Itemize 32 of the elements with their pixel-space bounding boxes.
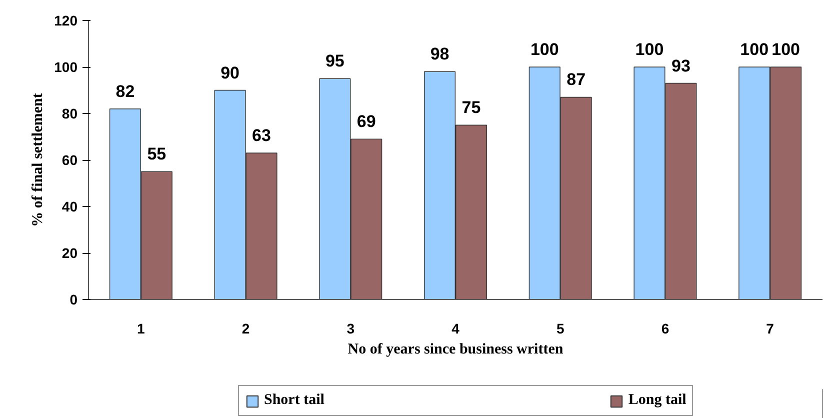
data-label: 69 bbox=[356, 112, 376, 132]
data-label: 87 bbox=[566, 70, 586, 90]
y-tick-label: 120 bbox=[54, 12, 78, 28]
x-tick-label: 5 bbox=[556, 320, 564, 336]
data-label: 100 bbox=[530, 40, 559, 59]
legend-label: Short tail bbox=[264, 392, 324, 409]
x-tick-label: 3 bbox=[346, 320, 355, 336]
x-tick-label: 2 bbox=[242, 320, 250, 336]
x-tick-label: 1 bbox=[137, 320, 146, 336]
y-tick-label: 0 bbox=[70, 292, 78, 308]
data-label: 98 bbox=[430, 44, 450, 64]
x-tick-label: 7 bbox=[766, 320, 774, 336]
data-label: 100 bbox=[740, 40, 769, 59]
data-label: 93 bbox=[671, 56, 690, 76]
y-tick-label: 40 bbox=[62, 198, 78, 214]
y-axis-title: % of final settlement bbox=[30, 93, 46, 227]
data-label: 100 bbox=[635, 40, 664, 59]
y-tick-label: 60 bbox=[62, 152, 78, 168]
x-axis-title: No of years since business written bbox=[348, 342, 564, 358]
x-tick-label: 6 bbox=[661, 320, 670, 336]
legend-label: Long tail bbox=[628, 392, 686, 409]
x-tick-label: 4 bbox=[452, 320, 460, 336]
data-label: 95 bbox=[325, 52, 344, 71]
data-label: 75 bbox=[462, 98, 481, 118]
data-label: 100 bbox=[772, 40, 800, 59]
y-tick-label: 80 bbox=[62, 106, 78, 122]
data-label: 55 bbox=[147, 144, 166, 164]
data-label: 90 bbox=[220, 63, 240, 82]
y-tick-label: 100 bbox=[54, 59, 78, 75]
y-tick-label: 20 bbox=[62, 245, 78, 261]
data-label: 82 bbox=[116, 82, 135, 101]
data-label: 63 bbox=[252, 126, 271, 146]
